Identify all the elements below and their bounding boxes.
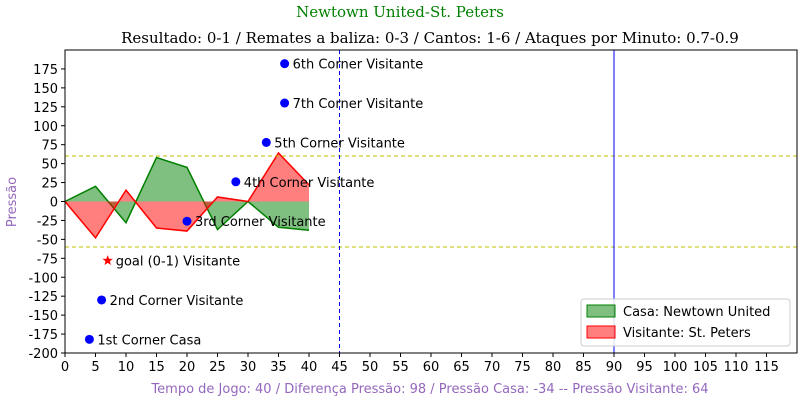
event-label-7: 7th Corner Visitante xyxy=(293,97,424,112)
x-tick-label-5: 25 xyxy=(209,360,226,375)
x-tick-label-9: 45 xyxy=(331,360,348,375)
y-tick-label-1: -175 xyxy=(28,328,58,343)
legend-box xyxy=(580,298,791,347)
x-tick-label-13: 65 xyxy=(453,360,470,375)
event-label-1: 2nd Corner Visitante xyxy=(110,294,244,309)
legend-entry-1: Visitante: St. Peters xyxy=(623,326,751,341)
series-area-0 xyxy=(65,157,309,231)
x-tick-label-7: 35 xyxy=(270,360,287,375)
y-tick-label-11: 75 xyxy=(41,139,58,154)
chart-subtitle: Resultado: 0-1 / Remates a baliza: 0-3 /… xyxy=(121,29,739,47)
x-tick-label-10: 50 xyxy=(362,360,379,375)
y-tick-label-0: -200 xyxy=(28,347,58,362)
y-tick-label-10: 50 xyxy=(41,158,58,173)
y-tick-label-13: 125 xyxy=(33,101,58,116)
x-tick-label-16: 80 xyxy=(545,360,562,375)
event-label-0: 1st Corner Casa xyxy=(97,333,201,348)
x-tick-label-0: 0 xyxy=(61,360,69,375)
y-tick-label-4: -100 xyxy=(28,271,58,286)
y-tick-label-7: -25 xyxy=(37,214,58,229)
y-tick-label-2: -150 xyxy=(28,309,58,324)
x-axis-ticks: 0 5 10 15 20 25 30 35 40 45 50 55 60 65 70 75 80 85 90 95 10… xyxy=(61,353,779,375)
x-axis-label: Tempo de Jogo: 40 / Diferença Pressão: 9… xyxy=(150,382,708,397)
event-marker-3 xyxy=(182,216,192,226)
event-marker-4 xyxy=(231,177,241,187)
event-marker-star-2 xyxy=(102,255,113,266)
y-tick-label-3: -125 xyxy=(28,290,58,305)
y-axis-label: Pressão xyxy=(5,177,20,227)
chart-title: Newtown United-St. Peters xyxy=(296,3,504,21)
x-tick-label-19: 95 xyxy=(636,360,653,375)
event-label-4: 4th Corner Visitante xyxy=(244,176,375,191)
event-label-6: 6th Corner Visitante xyxy=(293,58,424,73)
legend-swatch-1 xyxy=(586,325,616,339)
x-tick-label-12: 60 xyxy=(423,360,440,375)
x-tick-label-20: 100 xyxy=(663,360,688,375)
reference-lines xyxy=(65,50,797,353)
event-markers: 1st Corner Casa 2nd Corner Visitante goal … xyxy=(84,58,424,348)
x-tick-label-4: 20 xyxy=(179,360,196,375)
x-tick-label-17: 85 xyxy=(575,360,592,375)
legend: Casa: Newtown United Visitante: St. Peter… xyxy=(580,298,791,347)
y-tick-label-9: 25 xyxy=(41,177,58,192)
event-label-5: 5th Corner Visitante xyxy=(274,136,405,151)
event-marker-7 xyxy=(280,98,290,108)
legend-entry-0: Casa: Newtown United xyxy=(623,305,770,320)
y-axis-ticks: -200 -175 -150 -125 -100 -75 -50 -25 0 25 50 75 100 1… xyxy=(28,63,65,362)
series-line-1 xyxy=(64,151,310,240)
y-tick-label-14: 150 xyxy=(33,82,58,97)
y-tick-label-6: -50 xyxy=(37,233,58,248)
y-tick-label-5: -75 xyxy=(37,252,58,267)
x-tick-label-11: 55 xyxy=(392,360,409,375)
event-marker-1 xyxy=(97,295,107,305)
x-tick-label-14: 70 xyxy=(484,360,501,375)
legend-swatch-0 xyxy=(586,304,616,318)
x-tick-label-6: 30 xyxy=(240,360,257,375)
x-tick-label-1: 5 xyxy=(91,360,99,375)
y-tick-label-15: 175 xyxy=(33,63,58,78)
x-tick-label-22: 110 xyxy=(724,360,749,375)
event-marker-6 xyxy=(280,59,290,69)
x-tick-label-21: 105 xyxy=(693,360,718,375)
y-tick-label-12: 100 xyxy=(33,120,58,135)
x-tick-label-2: 10 xyxy=(118,360,135,375)
x-tick-label-8: 40 xyxy=(301,360,318,375)
event-label-2: goal (0-1) Visitante xyxy=(116,255,240,270)
x-tick-label-18: 90 xyxy=(606,360,623,375)
event-marker-0 xyxy=(84,334,94,344)
event-label-3: 3rd Corner Visitante xyxy=(195,215,326,230)
x-tick-label-23: 115 xyxy=(754,360,779,375)
x-tick-label-15: 75 xyxy=(514,360,531,375)
x-tick-label-3: 15 xyxy=(148,360,165,375)
event-marker-5 xyxy=(261,137,271,147)
y-tick-label-8: 0 xyxy=(50,196,58,211)
series-line-0 xyxy=(64,156,310,232)
